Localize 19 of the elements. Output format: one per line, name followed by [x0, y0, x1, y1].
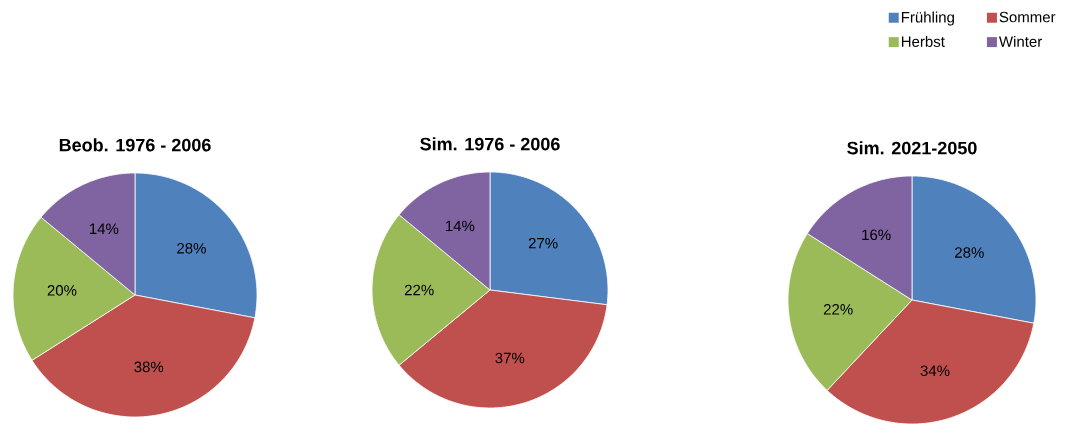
legend-label: Sommer: [999, 11, 1056, 23]
legend-label: Winter: [998, 35, 1042, 47]
data-label: 34%: [920, 365, 950, 377]
legend-label: Frühling: [901, 11, 954, 26]
data-label: 16%: [862, 229, 891, 241]
data-label: 28%: [955, 247, 984, 258]
data-label: 27%: [528, 237, 558, 249]
legend-label: Herbst: [901, 35, 945, 47]
chart-title: Sim. 1976 - 2006: [420, 137, 560, 151]
data-label: 22%: [404, 284, 434, 296]
text: Sim. 2021-2050: [847, 141, 977, 155]
data-label: 38%: [134, 361, 164, 373]
chart-title: Beob. 1976 - 2006: [59, 138, 211, 152]
data-label: 20%: [47, 285, 77, 296]
data-label: 28%: [177, 243, 206, 254]
data-label: 14%: [89, 223, 119, 235]
data-label: 22%: [823, 304, 853, 315]
data-label: 14%: [445, 220, 475, 232]
data-label: 37%: [495, 352, 525, 364]
